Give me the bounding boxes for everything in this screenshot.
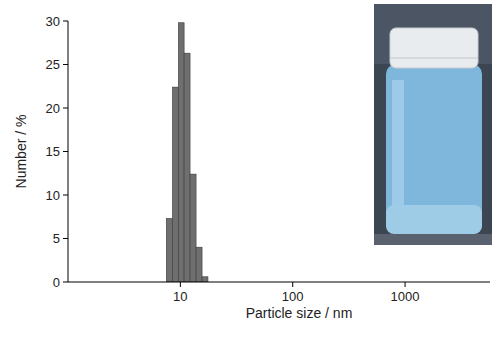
jar-lid <box>390 28 478 68</box>
photo-table <box>374 234 492 245</box>
y-tick <box>63 195 68 196</box>
y-tick-label: 15 <box>46 144 60 159</box>
jar-bottom <box>386 205 482 234</box>
bars <box>166 23 208 282</box>
y-tick <box>63 21 68 22</box>
bar <box>196 247 202 282</box>
x-tick-label: 100 <box>282 289 304 304</box>
y-tick <box>63 282 68 283</box>
y-tick-label: 0 <box>53 275 60 290</box>
y-tick-label: 10 <box>46 188 60 203</box>
bar <box>190 174 196 282</box>
x-axis-title: Particle size / nm <box>246 305 353 321</box>
y-tick-label: 25 <box>46 57 60 72</box>
bar <box>178 23 184 282</box>
x-tick <box>405 282 406 287</box>
y-tick <box>63 64 68 65</box>
photo-background <box>374 4 492 245</box>
lid-rim <box>390 58 478 59</box>
bar <box>184 53 190 282</box>
x-tick <box>292 282 293 287</box>
y-tick-label: 5 <box>53 231 60 246</box>
y-tick-label: 30 <box>46 14 60 29</box>
y-tick <box>63 108 68 109</box>
jar-liquid <box>386 64 482 234</box>
x-tick <box>180 282 181 287</box>
y-tick <box>63 151 68 152</box>
y-tick-label: 20 <box>46 101 60 116</box>
x-tick-label: 1000 <box>391 289 420 304</box>
chart: 0 5 10 15 20 25 30 10 100 1000 Particle size / nm N… <box>0 0 497 353</box>
bar <box>202 277 208 282</box>
y-axis-title: Number / % <box>13 115 29 189</box>
bar <box>172 87 178 282</box>
inset-photo <box>374 4 492 245</box>
x-axis <box>68 282 490 283</box>
x-tick-label: 10 <box>173 289 187 304</box>
y-tick <box>63 238 68 239</box>
bar <box>166 218 172 282</box>
jar-highlight <box>392 80 404 220</box>
